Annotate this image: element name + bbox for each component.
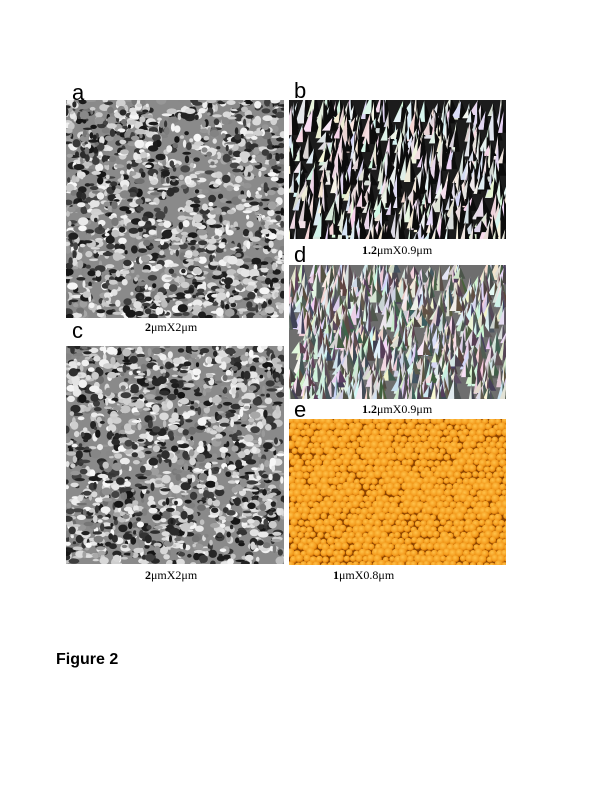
- panel-c-caption-bold: 2: [145, 568, 151, 582]
- panel-a-caption-bold: 2: [145, 320, 151, 334]
- panel-c-letter: c: [72, 318, 83, 343]
- panel-e-afm-image: [289, 419, 506, 565]
- panel-b-letter: b: [294, 78, 307, 103]
- panel-b-afm-image: [289, 100, 506, 239]
- panel-d-caption-bold: 1.2: [362, 402, 377, 416]
- panel-d-caption-rest: μmX0.9μm: [377, 402, 433, 416]
- panel-a-afm-image: [66, 100, 284, 318]
- panel-d-letter: d: [294, 242, 307, 267]
- panel-d-afm-image: [289, 265, 506, 399]
- panel-e-caption: 1μmX0.8μm: [333, 569, 394, 581]
- panel-c-caption-rest: μmX2μm: [151, 568, 198, 582]
- panel-c-afm-image: [66, 346, 284, 564]
- panel-d-caption: 1.2μmX0.9μm: [362, 403, 432, 415]
- panel-e-letter: e: [294, 397, 307, 422]
- figure-label: Figure 2: [56, 651, 119, 668]
- panel-e-caption-rest: μmX0.8μm: [339, 568, 395, 582]
- panel-c-caption: 2μmX2μm: [145, 569, 197, 581]
- panel-b-caption-bold: 1.2: [362, 243, 377, 257]
- panel-b-caption: 1.2μmX0.9μm: [362, 244, 432, 256]
- panel-a-caption-rest: μmX2μm: [151, 320, 198, 334]
- panel-a-caption: 2μmX2μm: [145, 321, 197, 333]
- panel-b-caption-rest: μmX0.9μm: [377, 243, 433, 257]
- panel-a-letter: a: [72, 80, 85, 105]
- panel-e-caption-bold: 1: [333, 568, 339, 582]
